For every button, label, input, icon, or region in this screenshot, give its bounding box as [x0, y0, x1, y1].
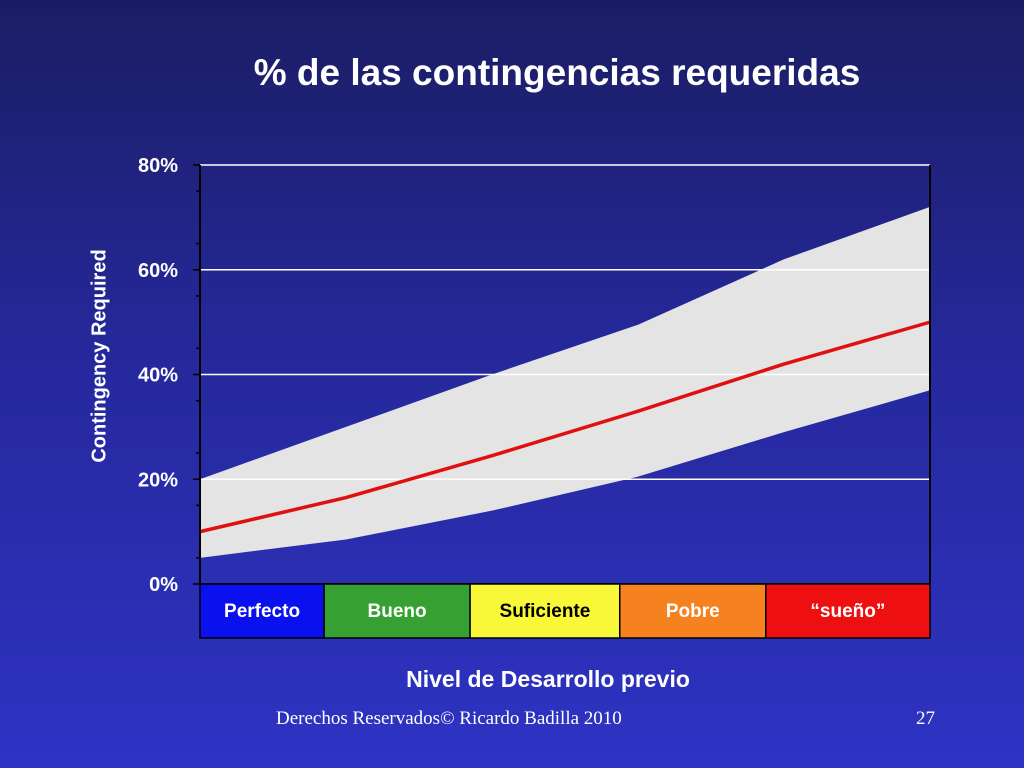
- category-sueño-cell: [765, 583, 931, 639]
- x-axis-label: Nivel de Desarrollo previo: [406, 666, 690, 692]
- footer-copyright: Derechos Reservados© Ricardo Badilla 201…: [276, 708, 622, 729]
- y-tick-label: 60%: [138, 260, 178, 282]
- chart-title: % de las contingencias requeridas: [253, 52, 861, 93]
- category-label: “sueño”: [810, 601, 885, 622]
- y-tick-label: 0%: [149, 574, 178, 596]
- category-suficiente-cell: [469, 583, 621, 639]
- y-tick-label: 80%: [138, 155, 178, 177]
- category-bueno-cell: [323, 583, 471, 639]
- y-tick-label: 40%: [138, 365, 178, 387]
- series-line: [199, 320, 931, 534]
- y-tick-label: 20%: [138, 469, 178, 491]
- page-number: 27: [916, 708, 935, 729]
- band-layer: [200, 206, 930, 558]
- series-band: [200, 206, 930, 558]
- category-pobre-cell: [619, 583, 767, 639]
- y-axis-label: Contingency Required: [88, 249, 111, 463]
- category-label: Pobre: [666, 601, 720, 622]
- category-label: Perfecto: [224, 601, 300, 622]
- category-label: Bueno: [368, 601, 427, 622]
- grid-layer: [200, 164, 930, 480]
- category-label: Suficiente: [500, 601, 591, 622]
- category-bar: Perfecto Bueno Suficiente Pobre “sueño”: [199, 583, 931, 639]
